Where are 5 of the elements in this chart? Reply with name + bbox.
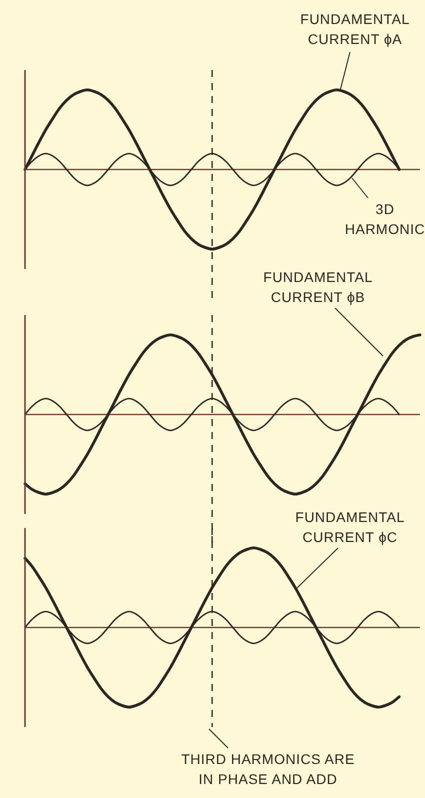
text: FUNDAMENTAL CURRENT ϕC <box>295 509 405 545</box>
annotation: 3D HARMONIC <box>344 201 425 237</box>
text: FUNDAMENTAL CURRENT ϕA <box>300 11 410 47</box>
text: THIRD HARMONICS ARE IN PHASE AND ADD <box>181 751 355 787</box>
text: FUNDAMENTAL CURRENT ϕB <box>263 269 373 305</box>
